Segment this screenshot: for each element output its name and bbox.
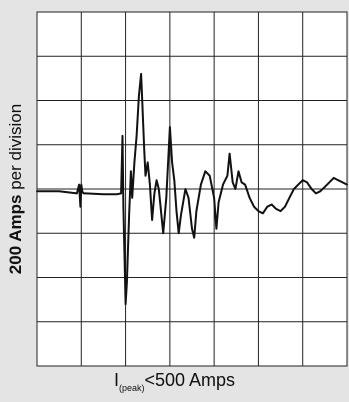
x-axis-label: I(peak)<500 Amps bbox=[0, 370, 349, 393]
chart-grid bbox=[37, 12, 347, 366]
x-axis-label-text: <500 Amps bbox=[144, 370, 236, 390]
current-waveform-series bbox=[36, 72, 348, 306]
x-axis-label-symbol: I bbox=[113, 370, 119, 390]
x-axis-label-subscript: (peak) bbox=[118, 383, 145, 393]
y-axis-label-bold: 200 Amps bbox=[6, 194, 25, 275]
y-axis-label: 200 Amps per division bbox=[6, 104, 26, 274]
trace-layer bbox=[36, 72, 348, 306]
y-axis-label-rest: per division bbox=[6, 103, 25, 190]
screen-border bbox=[36, 11, 348, 367]
